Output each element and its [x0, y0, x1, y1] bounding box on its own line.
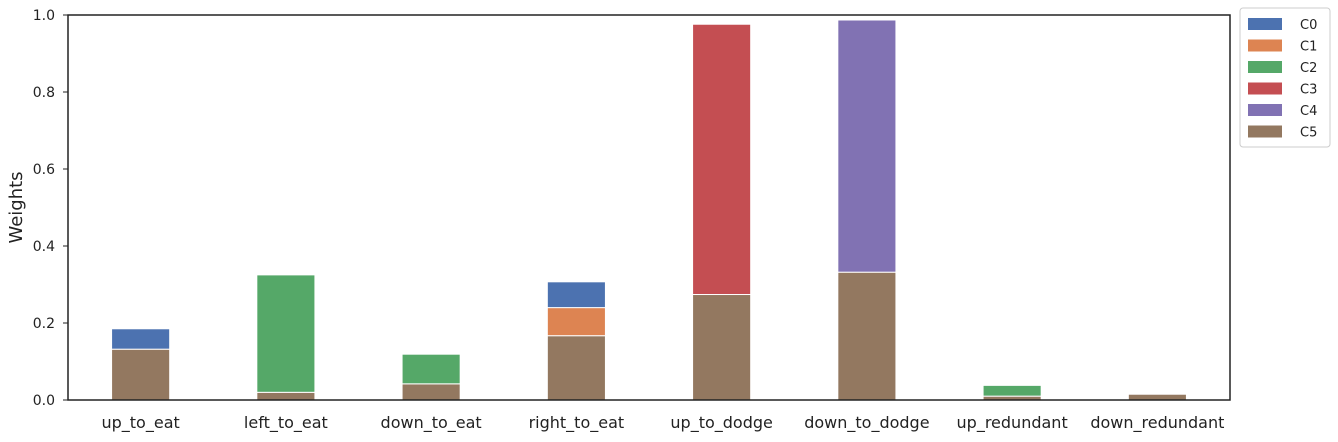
x-tick-label-up_to_eat: up_to_eat: [101, 413, 179, 433]
y-tick-label: 0.8: [33, 85, 55, 101]
x-tick-label-left_to_eat: left_to_eat: [244, 413, 328, 433]
bar-segment-down_to_eat-C2: [401, 353, 461, 385]
y-axis-ticks: 0.0 0.2 0.4 0.6 0.8 1.0: [33, 8, 68, 409]
bar-segment-left_to_eat-C5: [256, 391, 316, 401]
x-tick-label-down_to_dodge: down_to_dodge: [804, 413, 929, 433]
legend-swatch-C3: [1248, 82, 1282, 95]
legend-label-C1: C1: [1300, 40, 1317, 55]
legend-label-C2: C2: [1300, 61, 1317, 76]
bars-group: [111, 19, 1187, 401]
bar-segment-down_to_eat-C5: [401, 383, 461, 401]
x-tick-label-up_redundant: up_redundant: [957, 413, 1068, 433]
y-tick-label: 0.2: [33, 316, 55, 332]
y-tick-label: 1.0: [33, 8, 55, 24]
x-tick-label-right_to_eat: right_to_eat: [529, 413, 625, 433]
y-tick-label: 0.0: [33, 393, 55, 409]
y-axis-label: Weights: [6, 171, 27, 243]
legend: C0 C1 C2 C3 C4 C5: [1239, 7, 1331, 148]
x-tick-label-down_redundant: down_redundant: [1090, 413, 1224, 433]
bar-segment-down_to_dodge-C4: [837, 19, 897, 273]
bar-segment-down_redundant-C5: [1127, 393, 1187, 401]
legend-label-C5: C5: [1300, 126, 1317, 141]
plot-frame: [67, 14, 1231, 401]
legend-swatch-C1: [1248, 39, 1282, 52]
x-tick-label-down_to_eat: down_to_eat: [381, 413, 482, 433]
bar-segment-left_to_eat-C2: [256, 274, 316, 393]
bar-segment-up_to_eat-C0: [111, 328, 171, 350]
legend-label-C3: C3: [1300, 83, 1317, 98]
legend-swatch-C0: [1248, 18, 1282, 30]
legend-swatch-C5: [1248, 125, 1282, 138]
legend-label-C4: C4: [1300, 104, 1317, 119]
legend-swatch-C4: [1248, 104, 1282, 116]
legend-label-C0: C0: [1300, 18, 1317, 33]
bar-segment-up_to_dodge-C5: [692, 294, 752, 401]
x-tick-label-up_to_dodge: up_to_dodge: [670, 413, 772, 433]
y-tick-label: 0.6: [33, 162, 55, 178]
bar-segment-right_to_eat-C0: [546, 281, 606, 309]
bar-segment-right_to_eat-C5: [546, 335, 606, 401]
bar-segment-down_to_dodge-C5: [837, 271, 897, 401]
bar-segment-up_to_eat-C5: [111, 348, 171, 401]
bar-segment-up_to_dodge-C3: [692, 23, 752, 296]
legend-swatch-C2: [1248, 61, 1282, 73]
x-axis-ticks: up_to_eat left_to_eat down_to_eat right_to_…: [101, 413, 1224, 433]
bar-segment-up_redundant-C2: [982, 384, 1042, 397]
y-tick-label: 0.4: [33, 239, 55, 255]
bar-segment-right_to_eat-C1: [546, 307, 606, 337]
